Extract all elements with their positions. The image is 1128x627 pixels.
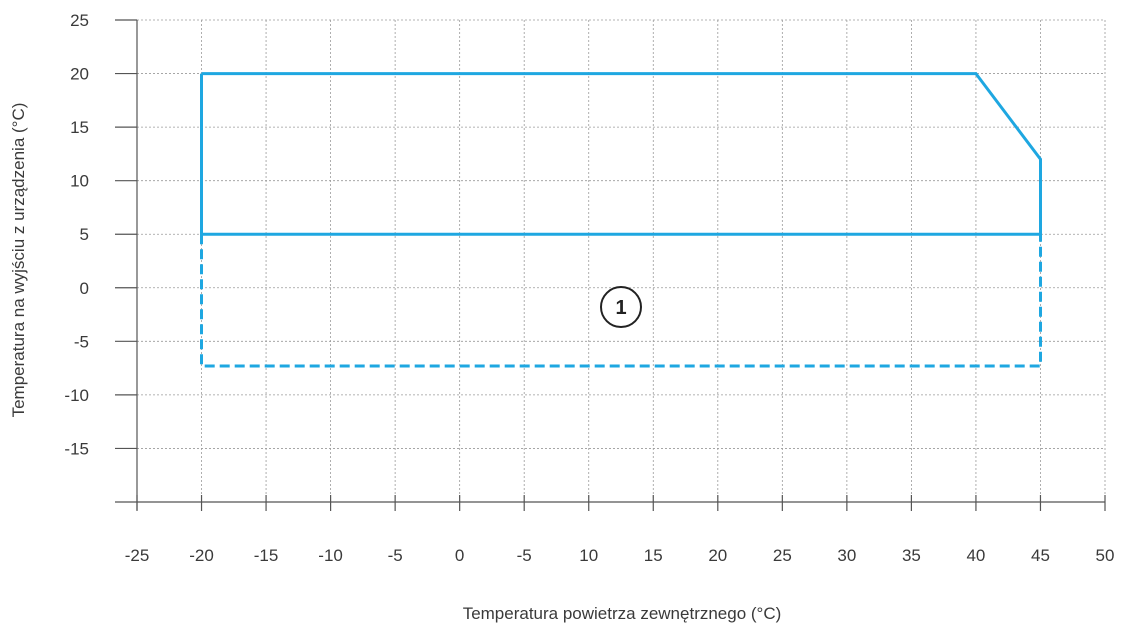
x-tick-label: 35 bbox=[902, 546, 921, 565]
annotation-circle bbox=[600, 286, 642, 329]
x-tick-label: 25 bbox=[773, 546, 792, 565]
x-tick-label: -5 bbox=[388, 546, 403, 565]
x-axis-title: Temperatura powietrza zewnętrznego (°C) bbox=[463, 604, 782, 623]
x-tick-label: -5 bbox=[517, 546, 532, 565]
x-tick-label: 0 bbox=[455, 546, 464, 565]
y-tick-label: -5 bbox=[74, 332, 89, 351]
y-tick-label: 0 bbox=[80, 279, 89, 298]
annotations: 1 bbox=[600, 286, 642, 329]
grid bbox=[137, 19, 1106, 502]
x-tick-label: 40 bbox=[966, 546, 985, 565]
x-tick-label: 30 bbox=[837, 546, 856, 565]
x-tick-label: -20 bbox=[189, 546, 214, 565]
x-tick-label: 45 bbox=[1031, 546, 1050, 565]
series-layer bbox=[200, 72, 1042, 368]
x-tick-label: 10 bbox=[579, 546, 598, 565]
annotation-label: 1 bbox=[615, 297, 626, 319]
y-tick-label: 25 bbox=[70, 11, 89, 30]
y-tick-label: -10 bbox=[64, 386, 89, 405]
y-tick-label: 10 bbox=[70, 172, 89, 191]
x-tick-label: 20 bbox=[708, 546, 727, 565]
x-tick-label: 15 bbox=[644, 546, 663, 565]
y-tick-label: 15 bbox=[70, 118, 89, 137]
x-tick-label: -25 bbox=[125, 546, 150, 565]
operating-envelope-line bbox=[200, 72, 1042, 236]
y-tick-label: -15 bbox=[64, 439, 89, 458]
x-tick-label: -15 bbox=[254, 546, 279, 565]
axes bbox=[136, 20, 1105, 510]
x-tick-label: -10 bbox=[318, 546, 343, 565]
extended-range-dashed-line bbox=[200, 234, 1042, 368]
x-tick-label: 50 bbox=[1096, 546, 1115, 565]
y-tick-label: 20 bbox=[70, 65, 89, 84]
ticks: -25 -20 -15 -10 -5 0 -5 10 15 20 25 30 35 40 45 5025201… bbox=[64, 11, 1114, 565]
y-tick-label: 5 bbox=[80, 225, 89, 244]
y-axis-title: Temperatura na wyjściu z urządzenia (°C) bbox=[9, 103, 28, 418]
